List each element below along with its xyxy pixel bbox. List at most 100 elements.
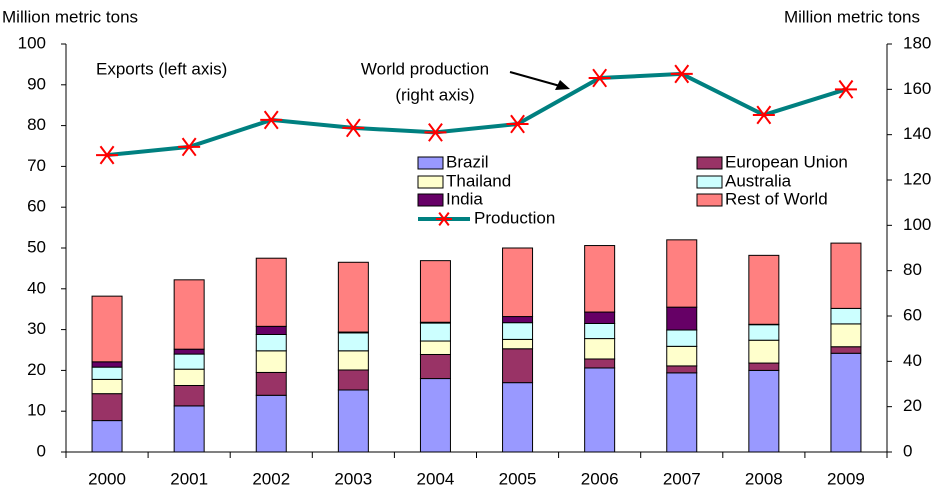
bar-segment — [255, 333, 287, 352]
legend-label: Thailand — [446, 171, 511, 190]
bar-segment — [419, 322, 451, 342]
bar-segment — [748, 339, 780, 364]
legend-label: Production — [474, 208, 555, 227]
bar-segment — [502, 322, 534, 340]
bar-segment — [748, 254, 780, 325]
bar-segment — [830, 242, 862, 309]
bar-segment — [255, 325, 287, 335]
bar-segment — [337, 350, 369, 371]
marker — [424, 123, 447, 142]
legend-marker — [436, 212, 452, 226]
bar-segment — [173, 279, 205, 350]
marker — [96, 145, 119, 165]
legend-swatch — [696, 193, 723, 207]
arrow-head — [555, 80, 570, 90]
bar-segment — [502, 382, 534, 453]
bar-segment — [419, 260, 451, 323]
bar-segment — [173, 405, 205, 453]
y-tick-label: 90 — [27, 74, 46, 93]
y-tick-label: 10 — [27, 401, 46, 420]
bar-segment — [337, 261, 369, 333]
legend-label: Australia — [725, 171, 792, 190]
y2-tick-label: 180 — [903, 33, 931, 52]
bar-segment — [337, 389, 369, 453]
y2-tick-label: 60 — [903, 305, 922, 324]
bar-segment — [502, 348, 534, 384]
bar-segment — [830, 323, 862, 348]
bar-segment — [830, 352, 862, 453]
bar-segment — [91, 420, 123, 453]
bar-segment — [173, 348, 205, 355]
x-tick-label: 2001 — [170, 469, 208, 488]
y2-tick-label: 40 — [903, 351, 922, 370]
bar-segment — [173, 353, 205, 370]
marker — [588, 68, 611, 88]
marker — [178, 137, 201, 157]
bar-segment — [419, 353, 451, 380]
marker — [670, 64, 693, 84]
marker — [834, 79, 857, 99]
bar-segment — [666, 365, 698, 374]
bar-segment — [748, 362, 780, 371]
y-tick-label: 80 — [27, 115, 46, 134]
bar-segment — [666, 239, 698, 308]
bar-segment — [337, 369, 369, 391]
annotation: World production — [361, 59, 489, 78]
bar-segment — [748, 369, 780, 453]
bar-segment — [255, 257, 287, 327]
legend-swatch — [417, 156, 444, 170]
line — [106, 71, 847, 158]
y-tick-label: 30 — [27, 319, 46, 338]
bar-segment — [830, 307, 862, 325]
y-tick-label: 60 — [27, 197, 46, 216]
bar-segment — [91, 378, 123, 395]
bar-segment — [255, 371, 287, 396]
bar-segment — [255, 394, 287, 453]
bar-segment — [584, 322, 616, 340]
bar-segment — [584, 367, 616, 453]
y2-tick-label: 140 — [903, 124, 931, 143]
bar-segment — [173, 368, 205, 386]
legend-label: Brazil — [446, 152, 489, 171]
annotation: Exports (left axis) — [96, 59, 227, 78]
bar-segment — [91, 295, 123, 363]
y2-tick-label: 160 — [903, 79, 931, 98]
bar-segment — [830, 346, 862, 354]
bar-segment — [666, 345, 698, 367]
marker — [506, 114, 529, 134]
x-tick-label: 2009 — [827, 469, 865, 488]
legend-swatch — [696, 175, 723, 189]
bar-segment — [502, 247, 534, 318]
marker — [752, 105, 775, 125]
bar-segment — [91, 393, 123, 422]
marker — [260, 110, 283, 130]
bar-segment — [666, 306, 698, 331]
bar-segment — [502, 316, 534, 324]
bar-segment — [584, 245, 616, 313]
legend-label: India — [446, 189, 483, 208]
x-tick-label: 2005 — [499, 469, 537, 488]
bar-segment — [666, 372, 698, 453]
legend-swatch — [417, 175, 444, 189]
y-tick-label: 70 — [27, 156, 46, 175]
y-tick-label: 50 — [27, 237, 46, 256]
bar-segment — [419, 378, 451, 453]
legend-swatch — [696, 156, 723, 170]
annotation-arrow — [509, 71, 561, 87]
bar-segment — [173, 384, 205, 407]
y-tick-label: 100 — [18, 33, 46, 52]
x-tick-label: 2008 — [745, 469, 783, 488]
y-tick-label: 0 — [37, 441, 46, 460]
bar-segment — [502, 338, 534, 350]
y2-tick-label: 80 — [903, 260, 922, 279]
x-tick-label: 2002 — [252, 469, 290, 488]
bar-segment — [91, 366, 123, 380]
annotation: (right axis) — [395, 85, 474, 104]
bar-segment — [337, 332, 369, 352]
y-tick-label: 20 — [27, 360, 46, 379]
x-tick-label: 2007 — [663, 469, 701, 488]
marker — [342, 118, 365, 138]
y2-tick-label: 100 — [903, 215, 931, 234]
bar-segment — [666, 329, 698, 347]
